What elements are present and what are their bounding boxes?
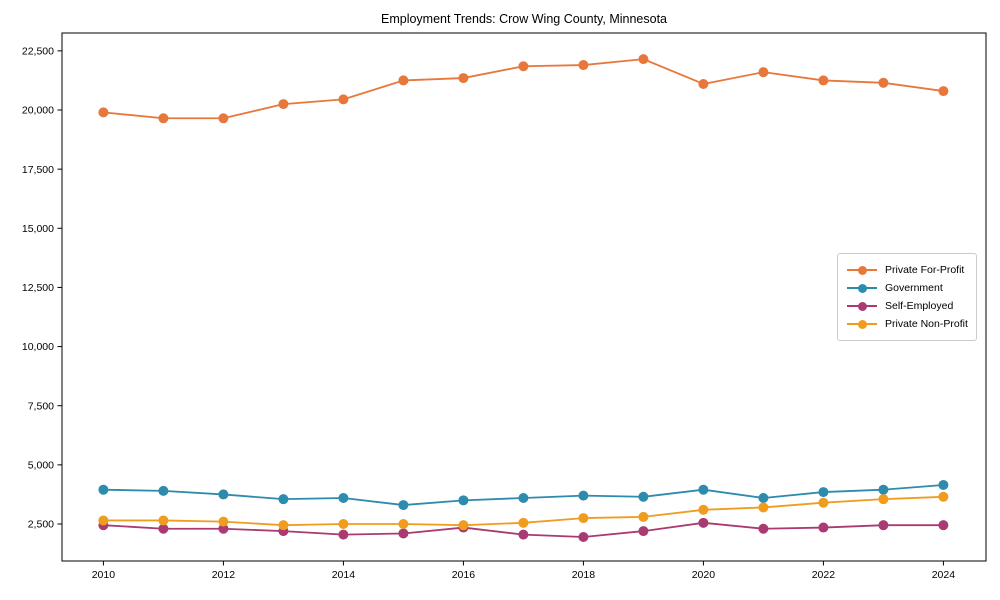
- data-point-self-employed-2022: [818, 522, 829, 533]
- data-point-government-2014: [338, 492, 349, 503]
- data-point-government-2018: [578, 490, 589, 501]
- data-point-private-for-profit-2012: [218, 113, 229, 124]
- data-point-self-employed-2012: [218, 523, 229, 534]
- data-point-private-non-profit-2024: [938, 491, 949, 502]
- data-point-self-employed-2017: [518, 529, 529, 540]
- data-point-government-2013: [278, 494, 289, 505]
- data-point-private-non-profit-2011: [158, 515, 169, 526]
- data-point-government-2016: [458, 495, 469, 506]
- chart-title: Employment Trends: Crow Wing County, Min…: [381, 12, 667, 26]
- legend-label-private-non-profit: Private Non-Profit: [885, 318, 968, 330]
- data-point-private-non-profit-2019: [638, 511, 649, 522]
- legend-marker-icon: [847, 301, 877, 311]
- data-point-private-non-profit-2010: [98, 515, 109, 526]
- legend-marker-icon: [847, 283, 877, 293]
- x-tick-label: 2020: [692, 569, 716, 581]
- legend-item-private-non-profit: Private Non-Profit: [847, 315, 968, 333]
- data-point-government-2010: [98, 484, 109, 495]
- x-tick-label: 2010: [92, 569, 116, 581]
- data-point-self-employed-2023: [878, 520, 889, 531]
- data-point-private-non-profit-2012: [218, 516, 229, 527]
- x-tick-label: 2012: [212, 569, 236, 581]
- data-point-government-2024: [938, 479, 949, 490]
- y-tick-label: 15,000: [22, 223, 54, 235]
- y-tick-label: 2,500: [28, 519, 54, 531]
- data-point-private-non-profit-2020: [698, 504, 709, 515]
- data-point-self-employed-2019: [638, 526, 649, 537]
- data-point-private-non-profit-2015: [398, 519, 409, 530]
- data-point-government-2022: [818, 487, 829, 498]
- data-point-private-for-profit-2013: [278, 99, 289, 110]
- data-point-private-for-profit-2014: [338, 94, 349, 105]
- data-point-self-employed-2015: [398, 528, 409, 539]
- data-point-government-2017: [518, 492, 529, 503]
- legend: Private For-Profit Government Self-Employe…: [837, 253, 977, 341]
- data-point-government-2019: [638, 491, 649, 502]
- data-point-private-for-profit-2016: [458, 73, 469, 84]
- data-point-private-non-profit-2013: [278, 520, 289, 531]
- legend-item-private-for-profit: Private For-Profit: [847, 261, 967, 279]
- plot-border: [61, 32, 987, 562]
- x-tick-label: 2014: [332, 569, 356, 581]
- data-point-government-2012: [218, 489, 229, 500]
- data-point-government-2020: [698, 484, 709, 495]
- data-point-private-for-profit-2020: [698, 78, 709, 89]
- legend-item-government: Government: [847, 279, 967, 297]
- legend-label-private-for-profit: Private For-Profit: [885, 264, 965, 276]
- y-tick-label: 12,500: [22, 282, 54, 294]
- x-tick-label: 2024: [932, 569, 956, 581]
- data-point-self-employed-2018: [578, 532, 589, 543]
- y-tick-label: 5,000: [28, 460, 54, 472]
- x-tick-label: 2016: [452, 569, 476, 581]
- data-point-private-for-profit-2017: [518, 61, 529, 72]
- data-point-government-2023: [878, 484, 889, 495]
- data-point-self-employed-2024: [938, 520, 949, 531]
- data-point-private-non-profit-2016: [458, 520, 469, 531]
- legend-marker-icon: [847, 319, 877, 329]
- data-point-private-for-profit-2018: [578, 60, 589, 71]
- legend-label-government: Government: [885, 282, 943, 294]
- data-point-self-employed-2020: [698, 517, 709, 528]
- legend-label-self-employed: Self-Employed: [885, 300, 954, 312]
- data-point-private-non-profit-2022: [818, 497, 829, 508]
- data-point-private-non-profit-2023: [878, 494, 889, 505]
- data-point-government-2015: [398, 500, 409, 511]
- data-point-private-for-profit-2024: [938, 86, 949, 97]
- data-point-government-2021: [758, 492, 769, 503]
- legend-marker-icon: [847, 265, 877, 275]
- legend-item-self-employed: Self-Employed: [847, 297, 967, 315]
- data-point-self-employed-2011: [158, 523, 169, 534]
- y-tick-label: 22,500: [22, 46, 54, 58]
- data-point-private-for-profit-2022: [818, 75, 829, 86]
- y-tick-label: 20,000: [22, 105, 54, 117]
- data-point-private-for-profit-2023: [878, 77, 889, 88]
- data-point-self-employed-2021: [758, 523, 769, 534]
- x-tick-label: 2022: [812, 569, 836, 581]
- y-tick-label: 17,500: [22, 164, 54, 176]
- data-point-private-for-profit-2021: [758, 67, 769, 78]
- data-point-private-non-profit-2017: [518, 517, 529, 528]
- data-point-private-for-profit-2019: [638, 54, 649, 65]
- data-point-private-non-profit-2014: [338, 519, 349, 530]
- data-point-self-employed-2014: [338, 529, 349, 540]
- y-tick-label: 10,000: [22, 341, 54, 353]
- x-tick-label: 2018: [572, 569, 596, 581]
- data-point-private-for-profit-2015: [398, 75, 409, 86]
- data-point-private-for-profit-2011: [158, 113, 169, 124]
- data-point-private-for-profit-2010: [98, 107, 109, 118]
- data-point-government-2011: [158, 485, 169, 496]
- data-point-private-non-profit-2021: [758, 502, 769, 513]
- y-tick-label: 7,500: [28, 400, 54, 412]
- data-point-private-non-profit-2018: [578, 513, 589, 524]
